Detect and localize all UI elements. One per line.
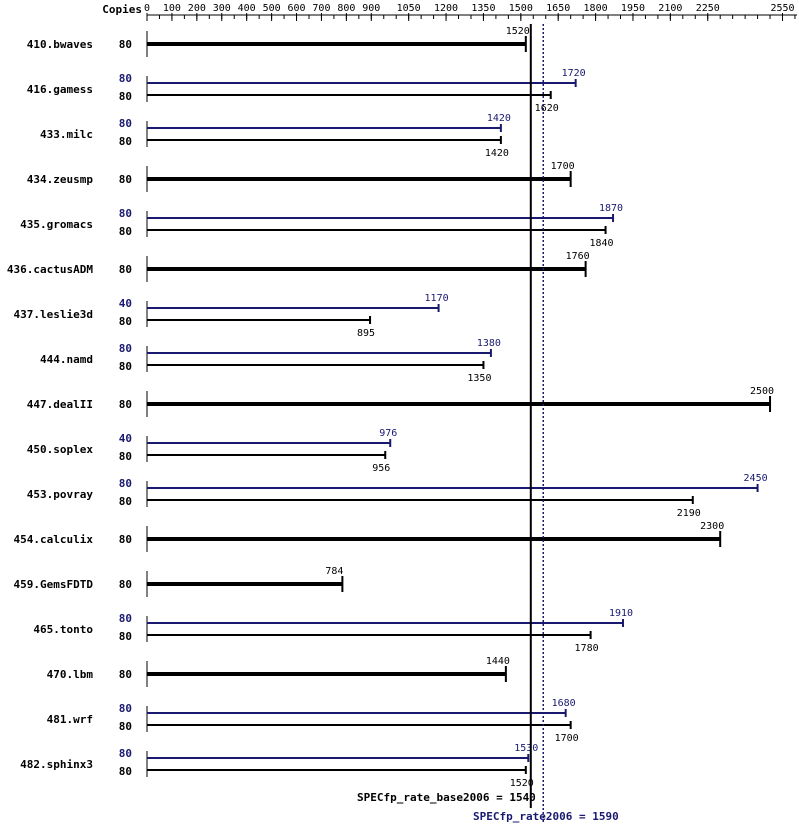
benchmark-name: 410.bwaves xyxy=(27,38,93,51)
peak-value-label: 1680 xyxy=(552,698,576,709)
base-value-label: 1520 xyxy=(506,26,530,37)
peak-copies: 80 xyxy=(119,72,132,85)
axis-tick-label: 1500 xyxy=(509,3,533,14)
benchmark-name: 435.gromacs xyxy=(20,218,93,231)
peak-summary-label: SPECfp_rate2006 = 1590 xyxy=(473,810,619,823)
base-copies: 80 xyxy=(119,360,132,373)
benchmark-name: 416.gamess xyxy=(27,83,93,96)
base-copies: 80 xyxy=(119,225,132,238)
base-copies: 80 xyxy=(119,173,132,186)
benchmark-name: 434.zeusmp xyxy=(27,173,94,186)
benchmark-name: 453.povray xyxy=(27,488,94,501)
peak-value-label: 2450 xyxy=(744,473,768,484)
benchmark-name: 436.cactusADM xyxy=(7,263,93,276)
axis-tick-label: 200 xyxy=(188,3,206,14)
base-copies: 80 xyxy=(119,90,132,103)
base-value-label: 2300 xyxy=(700,521,724,532)
axis-tick-label: 600 xyxy=(287,3,305,14)
peak-value-label: 1530 xyxy=(514,743,538,754)
base-copies: 80 xyxy=(119,38,132,51)
base-value-label: 956 xyxy=(372,463,390,474)
peak-value-label: 1870 xyxy=(599,203,623,214)
peak-value-label: 1720 xyxy=(562,68,586,79)
base-value-label: 895 xyxy=(357,328,375,339)
peak-value-label: 1420 xyxy=(487,113,511,124)
benchmark-name: 470.lbm xyxy=(47,668,94,681)
base-value-label: 1760 xyxy=(566,251,590,262)
base-copies: 80 xyxy=(119,450,132,463)
axis-tick-label: 100 xyxy=(163,3,181,14)
base-copies: 80 xyxy=(119,135,132,148)
peak-copies: 40 xyxy=(119,432,132,445)
peak-copies: 80 xyxy=(119,207,132,220)
benchmark-name: 465.tonto xyxy=(33,623,93,636)
base-copies: 80 xyxy=(119,765,132,778)
base-value-label: 1840 xyxy=(590,238,614,249)
base-value-label: 1420 xyxy=(485,148,509,159)
base-value-label: 1350 xyxy=(467,373,491,384)
base-value-label: 1620 xyxy=(535,103,559,114)
copies-header: Copies xyxy=(102,3,142,16)
axis-tick-label: 1200 xyxy=(434,3,458,14)
base-value-label: 2500 xyxy=(750,386,774,397)
base-value-label: 2190 xyxy=(677,508,701,519)
peak-copies: 80 xyxy=(119,747,132,760)
benchmark-name: 482.sphinx3 xyxy=(20,758,93,771)
axis-tick-label: 900 xyxy=(362,3,380,14)
base-copies: 80 xyxy=(119,533,132,546)
peak-copies: 80 xyxy=(119,117,132,130)
base-value-label: 1520 xyxy=(510,778,534,789)
axis-tick-label: 700 xyxy=(312,3,330,14)
peak-copies: 80 xyxy=(119,477,132,490)
benchmark-name: 447.dealII xyxy=(27,398,93,411)
base-copies: 80 xyxy=(119,630,132,643)
benchmark-name: 444.namd xyxy=(40,353,93,366)
benchmark-name: 437.leslie3d xyxy=(14,308,93,321)
benchmark-name: 454.calculix xyxy=(14,533,94,546)
peak-copies: 80 xyxy=(119,342,132,355)
axis-tick-label: 400 xyxy=(238,3,256,14)
peak-value-label: 1910 xyxy=(609,608,633,619)
base-value-label: 1780 xyxy=(575,643,599,654)
peak-value-label: 1380 xyxy=(477,338,501,349)
axis-tick-label: 300 xyxy=(213,3,231,14)
base-value-label: 1700 xyxy=(555,733,579,744)
base-value-label: 784 xyxy=(325,566,343,577)
benchmark-name: 481.wrf xyxy=(47,713,93,726)
axis-tick-label: 1350 xyxy=(471,3,495,14)
axis-tick-label: 1650 xyxy=(546,3,570,14)
axis-tick-label: 800 xyxy=(337,3,355,14)
benchmark-name: 459.GemsFDTD xyxy=(14,578,94,591)
peak-copies: 40 xyxy=(119,297,132,310)
peak-value-label: 976 xyxy=(379,428,397,439)
base-copies: 80 xyxy=(119,315,132,328)
base-copies: 80 xyxy=(119,263,132,276)
peak-copies: 80 xyxy=(119,612,132,625)
axis-tick-label: 2250 xyxy=(696,3,720,14)
benchmark-name: 450.soplex xyxy=(27,443,94,456)
axis-tick-label: 500 xyxy=(263,3,281,14)
base-value-label: 1440 xyxy=(486,656,510,667)
base-copies: 80 xyxy=(119,720,132,733)
base-value-label: 1700 xyxy=(551,161,575,172)
peak-value-label: 1170 xyxy=(425,293,449,304)
axis-tick-label: 1800 xyxy=(584,3,608,14)
axis-tick-label: 0 xyxy=(144,3,150,14)
base-copies: 80 xyxy=(119,578,132,591)
base-copies: 80 xyxy=(119,495,132,508)
base-summary-label: SPECfp_rate_base2006 = 1540 xyxy=(357,791,536,804)
axis-tick-label: 2550 xyxy=(770,3,794,14)
axis-tick-label: 1950 xyxy=(621,3,645,14)
base-copies: 80 xyxy=(119,398,132,411)
benchmark-name: 433.milc xyxy=(40,128,93,141)
peak-copies: 80 xyxy=(119,702,132,715)
base-copies: 80 xyxy=(119,668,132,681)
axis-tick-label: 2100 xyxy=(658,3,682,14)
axis-tick-label: 1050 xyxy=(397,3,421,14)
